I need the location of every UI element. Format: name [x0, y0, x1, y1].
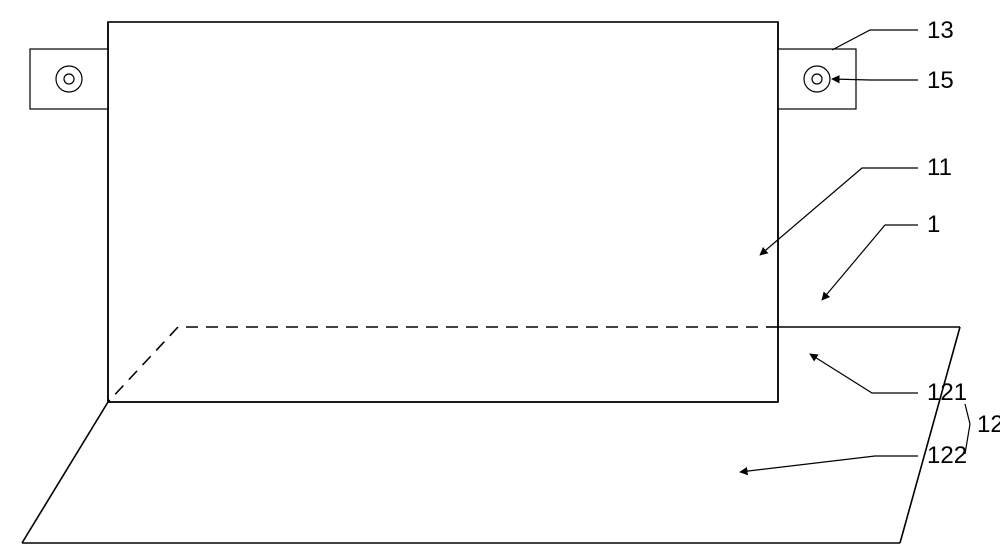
label-l12: 12 [977, 411, 1000, 438]
leader-13 [832, 30, 918, 50]
left-tab [30, 49, 108, 109]
label-l1: 1 [927, 211, 940, 238]
labels-group: 131511112112212 [927, 17, 1000, 469]
leader-121 [810, 354, 918, 393]
leader-15 [832, 79, 918, 80]
ground-left-edge [22, 402, 108, 543]
diagram-canvas: 131511112112212 [0, 0, 1000, 553]
ground-right-edge [900, 327, 960, 543]
leader-11 [760, 168, 918, 255]
label-l11: 11 [927, 154, 952, 181]
leader-122 [740, 456, 918, 472]
main-wall-rect [108, 22, 778, 402]
label-l121: 121 [927, 379, 967, 406]
label-l13: 13 [927, 17, 954, 44]
label-l15: 15 [927, 67, 954, 94]
label-l122: 122 [927, 442, 967, 469]
ground-hidden-drop [108, 327, 178, 402]
geometry-group [22, 22, 960, 543]
leader-12-top [965, 404, 970, 424]
leader-1 [822, 225, 918, 300]
